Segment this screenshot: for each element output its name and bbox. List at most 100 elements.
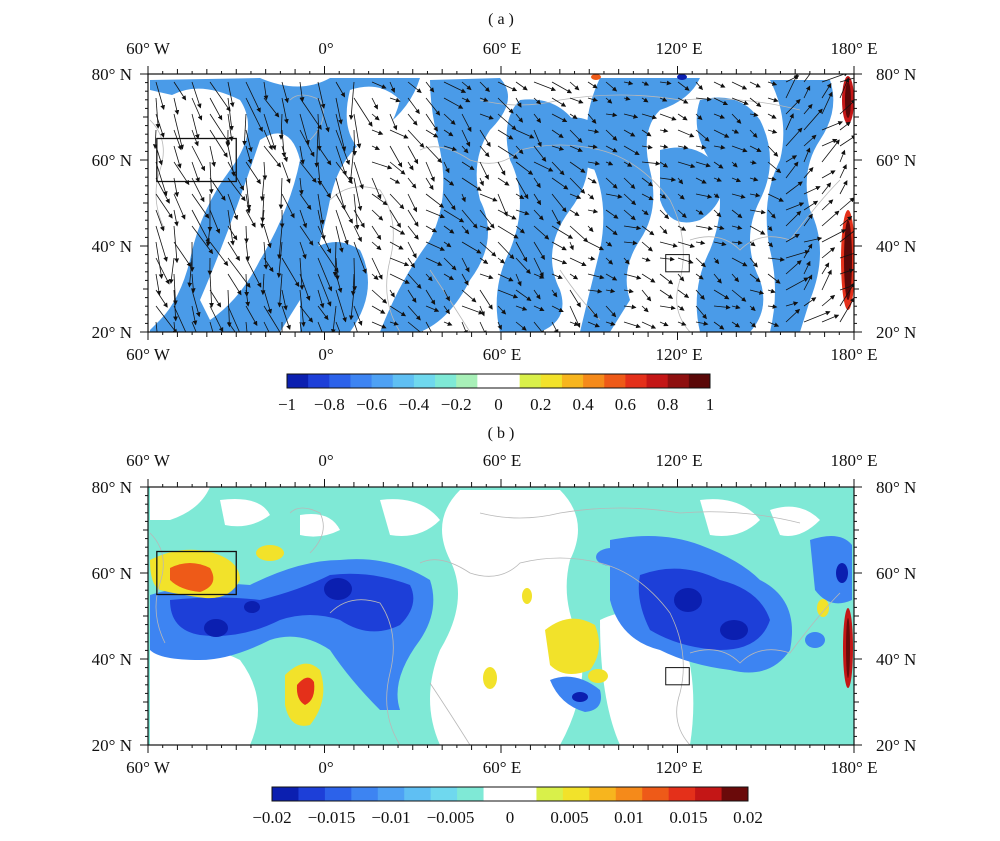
wind-vector: [209, 81, 231, 112]
wind-vector: [713, 129, 730, 138]
wind-vector: [335, 129, 350, 166]
wind-vector: [749, 112, 759, 118]
wind-vector: [515, 305, 528, 311]
wind-vector: [263, 81, 269, 101]
wind-vector: [173, 113, 184, 150]
wind-vector: [605, 193, 623, 199]
wind-vector: [314, 129, 320, 168]
colorbar-tick-label: 0.8: [657, 395, 678, 414]
wind-vector: [605, 209, 619, 219]
wind-vector: [227, 305, 240, 332]
wind-vector: [659, 225, 668, 235]
wind-vector: [335, 177, 346, 211]
wind-vector: [659, 289, 674, 299]
panel-a: ( a ): [92, 11, 917, 414]
colorbar-swatch: [642, 787, 670, 801]
wind-vector: [713, 209, 722, 218]
wind-vector: [209, 305, 224, 332]
wind-vector: [677, 209, 687, 218]
wind-vector: [731, 129, 740, 134]
wind-vector: [731, 209, 743, 219]
colorbar-swatch: [519, 374, 542, 388]
wind-vector: [263, 97, 280, 118]
wind-vector: [389, 97, 401, 103]
wind-vector: [623, 129, 636, 137]
wind-vector: [155, 257, 170, 285]
wind-vector: [407, 209, 419, 227]
colorbar-swatch: [308, 374, 330, 388]
wind-vector: [659, 97, 668, 102]
colorbar-swatch: [562, 787, 590, 801]
wind-vector: [389, 257, 410, 267]
wind-vector: [263, 225, 272, 249]
wind-vector: [371, 177, 382, 200]
colorbar-swatch: [695, 787, 722, 801]
wind-vector: [569, 97, 584, 104]
wind-vector: [425, 97, 441, 116]
wind-vector: [641, 241, 653, 252]
wind-vector: [155, 161, 168, 197]
wind-vector: [803, 274, 813, 291]
wind-vector: [767, 209, 776, 219]
wind-vector: [785, 127, 803, 147]
wind-vector: [569, 209, 580, 217]
wind-vector: [713, 257, 720, 265]
wind-vector: [623, 177, 636, 189]
wind-vector: [731, 81, 748, 90]
wind-vector: [332, 241, 338, 277]
wind-vector: [515, 273, 522, 287]
wind-vector: [348, 81, 355, 121]
wind-vector: [335, 289, 347, 323]
wind-vector: [479, 161, 489, 180]
wind-vector: [731, 257, 748, 267]
wind-vector: [803, 85, 811, 99]
wind-vector: [335, 209, 349, 246]
wind-vector: [677, 321, 687, 326]
wind-vector: [299, 145, 305, 165]
wind-vector: [659, 80, 672, 86]
wind-vector: [803, 243, 813, 259]
wind-vector: [641, 177, 654, 187]
wind-vector: [227, 81, 235, 108]
colorbar-swatch: [371, 374, 394, 388]
wind-vector: [731, 161, 738, 168]
wind-vector: [749, 321, 757, 328]
wind-vector: [335, 273, 343, 294]
colorbar-swatch: [324, 787, 352, 801]
colorbar-swatch: [350, 374, 372, 388]
wind-vector: [713, 81, 726, 88]
wind-vector: [533, 129, 542, 148]
wind-vector: [641, 81, 650, 86]
colorbar-tick-label: −0.02: [252, 808, 291, 827]
lon-label-120e: 120° E: [656, 758, 703, 777]
wind-vector: [659, 161, 669, 168]
wind-vector: [278, 113, 284, 140]
wind-vector: [299, 97, 322, 130]
wind-vector: [821, 182, 832, 195]
wind-vector: [299, 321, 303, 332]
wind-vector: [497, 177, 510, 186]
wind-vector: [731, 193, 746, 199]
wind-vector: [839, 77, 850, 99]
panel-a-box-china: [665, 254, 690, 273]
wind-vector: [515, 177, 529, 200]
wind-vector: [317, 145, 332, 166]
wind-vector: [278, 177, 284, 210]
wind-vector: [209, 289, 222, 308]
colorbar-swatch: [413, 374, 436, 388]
wind-vector: [425, 129, 439, 138]
wind-vector: [659, 209, 670, 220]
colorbar-swatch: [604, 374, 626, 388]
wind-vector: [263, 129, 273, 151]
wind-vector: [695, 81, 703, 91]
colorbar-swatch: [430, 787, 458, 801]
wind-vector: [245, 145, 253, 165]
wind-vector: [623, 273, 642, 280]
wind-vector: [695, 240, 706, 246]
wind-vector: [407, 193, 417, 213]
wind-vector: [155, 177, 170, 204]
lat-label-20n: 20° N: [876, 736, 916, 755]
wind-vector: [407, 241, 417, 259]
wind-vector: [227, 241, 240, 262]
wind-vector: [749, 225, 766, 235]
